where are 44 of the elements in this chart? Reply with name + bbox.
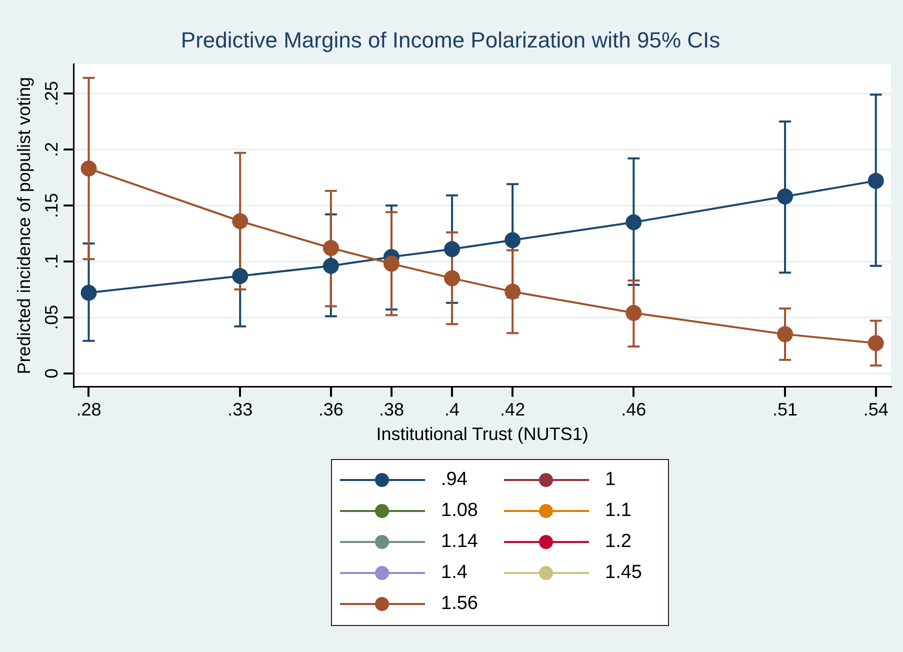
point: [322, 258, 339, 274]
point: [777, 188, 794, 204]
point: [626, 214, 642, 230]
x-tick-label: .33: [228, 400, 253, 420]
point: [322, 240, 339, 256]
point: [232, 213, 248, 230]
y-tick-label: .15: [42, 192, 62, 218]
point: [80, 284, 97, 301]
y-tick-label: .1: [42, 254, 62, 269]
y-tick-label: .05: [42, 304, 62, 330]
x-tick-label: .46: [621, 400, 646, 420]
x-tick-label: .42: [500, 400, 526, 420]
legend-label: 1: [605, 468, 616, 490]
y-axis-title: Predicted incidence of populist voting: [14, 77, 34, 374]
x-tick-label: .36: [318, 400, 344, 420]
legend-label: 1.56: [441, 592, 478, 614]
x-tick-label: .28: [76, 400, 102, 420]
legend-label: 1.08: [441, 500, 478, 522]
legend-label: 1.45: [605, 562, 642, 584]
point: [232, 268, 248, 284]
x-tick-label: .51: [772, 400, 798, 420]
point: [504, 232, 521, 248]
y-tick-label: .25: [42, 80, 62, 106]
point: [383, 256, 400, 272]
legend-label: 1.2: [605, 530, 632, 552]
legend-label: 1.1: [605, 500, 632, 522]
legend-label: 1.14: [441, 530, 478, 552]
x-axis-title: Institutional Trust (NUTS1): [376, 424, 588, 444]
y-tick-label: 0: [42, 368, 62, 378]
x-tick-label: .4: [444, 400, 460, 420]
x-tick-label: .38: [378, 400, 404, 420]
point: [626, 304, 642, 321]
chart-title: Predictive Margins of Income Polarization with 95% CIs: [180, 27, 720, 52]
point: [504, 284, 521, 300]
point: [444, 270, 460, 286]
point: [444, 241, 460, 258]
legend-label: 1.4: [441, 562, 468, 584]
point: [777, 326, 794, 342]
point: [868, 172, 884, 189]
point: [868, 335, 884, 352]
legend-label: .94: [441, 468, 468, 490]
point: [80, 160, 97, 177]
x-tick-label: .54: [863, 400, 888, 420]
y-tick-label: .2: [42, 142, 62, 157]
